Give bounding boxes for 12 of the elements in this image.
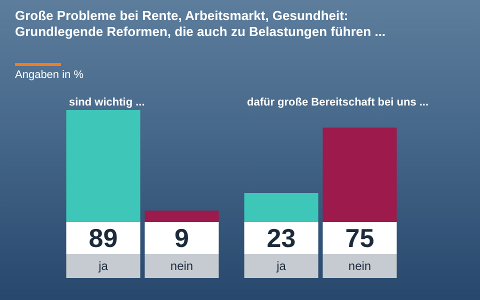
data-label: 75	[345, 223, 374, 253]
x-tick-label: nein	[170, 259, 194, 273]
chart-subtitle: Angaben in %	[15, 69, 84, 81]
x-tick-label: ja	[276, 259, 286, 273]
data-label: 89	[88, 223, 118, 253]
x-tick-label: ja	[98, 259, 108, 273]
text: sind wichtig ...	[69, 96, 145, 108]
data-label: 9	[174, 223, 189, 253]
data-label: 23	[266, 223, 296, 253]
text: dafür große Bereitschaft bei uns ...	[247, 96, 429, 108]
x-tick-label: nein	[348, 259, 372, 273]
chart-title: Große Probleme bei Rente, Arbeitsmarkt, Gesundheit: Grundlegende Reformen, die auch zu Belastungen führen ...	[15, 8, 387, 40]
